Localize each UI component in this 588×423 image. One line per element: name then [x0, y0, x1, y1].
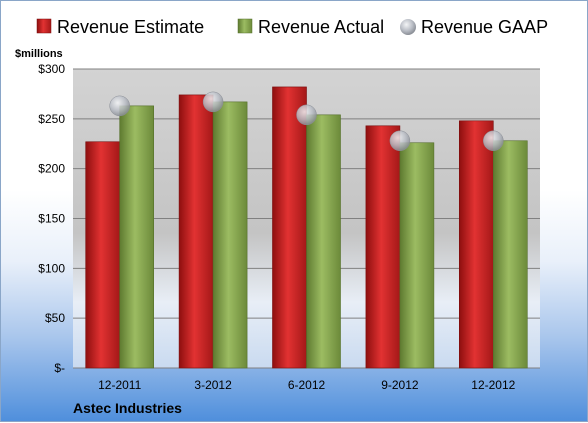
- bar-revenue-estimate-3-2012: [178, 94, 214, 369]
- y-tick-label-50: $50: [45, 311, 65, 325]
- x-tick-label-9-2012: 9-2012: [381, 378, 419, 392]
- y-tick-label-100: $100: [38, 261, 65, 275]
- legend-label-estimate: Revenue Estimate: [57, 17, 204, 37]
- x-tick-label-12-2012: 12-2012: [471, 378, 515, 392]
- bar-revenue-estimate-12-2012: [458, 120, 494, 369]
- bar-revenue-estimate-12-2011: [85, 141, 120, 369]
- marker-revenue-gaap-12-2012: [483, 130, 504, 152]
- y-tick-label-250: $250: [38, 112, 65, 126]
- legend-item-gaap: Revenue GAAP: [400, 17, 548, 37]
- bar-revenue-actual-3-2012: [212, 101, 248, 369]
- x-tick-label-3-2012: 3-2012: [194, 378, 232, 392]
- y-tick-label-300: $300: [38, 62, 65, 76]
- bars: [85, 86, 528, 369]
- y-tick-label-150: $150: [38, 212, 65, 226]
- legend-swatch-estimate: [36, 18, 52, 34]
- legend-label-gaap: Revenue GAAP: [421, 17, 548, 37]
- bar-revenue-actual-6-2012: [306, 114, 341, 369]
- x-axis-ticks: 12-2011 3-2012 6-2012 9-2012 12-2012: [98, 378, 516, 392]
- bar-revenue-estimate-6-2012: [272, 86, 307, 369]
- marker-revenue-gaap-9-2012: [389, 130, 411, 152]
- marker-revenue-gaap-6-2012: [296, 104, 317, 126]
- bar-revenue-actual-9-2012: [399, 142, 435, 369]
- marker-revenue-gaap-12-2011: [109, 95, 130, 117]
- company-name: Astec Industries: [73, 400, 182, 416]
- x-tick-label-6-2012: 6-2012: [288, 378, 326, 392]
- gaap-markers: [109, 91, 504, 152]
- marker-revenue-gaap-3-2012: [202, 91, 224, 113]
- y-tick-label-200: $200: [38, 162, 65, 176]
- bar-revenue-actual-12-2011: [119, 105, 154, 369]
- bar-revenue-estimate-9-2012: [365, 125, 401, 369]
- bar-revenue-actual-12-2012: [492, 140, 528, 369]
- y-axis-unit-label: $millions: [15, 48, 63, 60]
- x-tick-label-12-2011: 12-2011: [98, 378, 141, 392]
- legend-swatch-actual: [237, 18, 253, 34]
- legend-item-estimate: Revenue Estimate: [36, 17, 204, 37]
- legend: Revenue Estimate Revenue Actual Revenue …: [36, 17, 548, 37]
- legend-label-actual: Revenue Actual: [258, 17, 384, 37]
- legend-marker-gaap: [400, 19, 416, 35]
- y-tick-label-0: $-: [54, 361, 65, 375]
- y-axis-ticks: $- $50 $100 $150 $200 $250 $300: [38, 62, 65, 375]
- legend-item-actual: Revenue Actual: [237, 17, 384, 37]
